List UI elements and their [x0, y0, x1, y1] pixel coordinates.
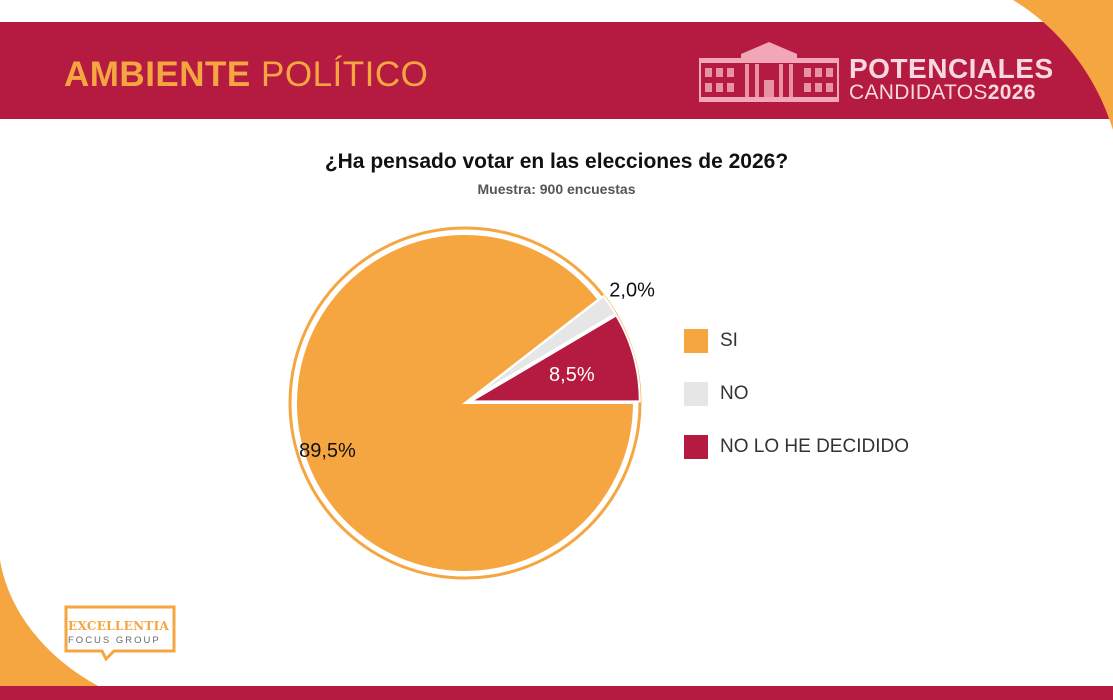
- brand-year: 2026: [987, 81, 1036, 104]
- header-bar: [0, 22, 1113, 119]
- brand-subtitle: CANDIDATOS2026: [849, 81, 1036, 105]
- page-title-light: POLÍTICO: [261, 55, 429, 94]
- legend-item-si: SI: [684, 328, 738, 354]
- pie-slice-no-lo-he-decidido: [467, 314, 641, 403]
- data-label-si: 89,5%: [299, 440, 356, 462]
- pie-slice-si: [295, 233, 636, 573]
- data-label-no: 2,0%: [609, 279, 655, 301]
- brand-subtitle-text: CANDIDATOS: [849, 81, 988, 104]
- logo-name: EXCELLENTIA: [68, 619, 170, 633]
- excellentia-logo: [64, 605, 176, 662]
- footer-bar: [0, 686, 1113, 700]
- legend-item-no-lo-he-decidido: NO LO HE DECIDIDO: [684, 434, 909, 460]
- page-title: AMBIENTE POLÍTICO: [64, 55, 428, 95]
- legend-swatch-si: [684, 329, 708, 353]
- pie-outer-ring: [288, 226, 642, 580]
- legend-label-no-lo-he-decidido: NO LO HE DECIDIDO: [720, 436, 909, 457]
- legend-swatch-no-lo-he-decidido: [684, 435, 708, 459]
- legend-label-si: SI: [720, 330, 738, 351]
- logo-tagline: FOCUS GROUP: [68, 635, 161, 646]
- legend-item-no: NO: [684, 381, 749, 407]
- data-label-no-lo-he-decidido: 8,5%: [549, 364, 595, 386]
- chart-subtitle: Muestra: 900 encuestas: [477, 181, 636, 197]
- capitol-building-icon: [699, 42, 839, 102]
- brand-title: POTENCIALES: [849, 53, 1054, 84]
- page-title-bold: AMBIENTE: [64, 55, 251, 94]
- legend-label-no: NO: [720, 383, 749, 404]
- pie-slice-no: [469, 294, 617, 401]
- chart-title: ¿Ha pensado votar en las elecciones de 2…: [324, 150, 789, 173]
- corner-decoration-bottom-left: [0, 560, 130, 700]
- corner-decoration-top-right: [1013, 0, 1113, 130]
- legend-swatch-no: [684, 382, 708, 406]
